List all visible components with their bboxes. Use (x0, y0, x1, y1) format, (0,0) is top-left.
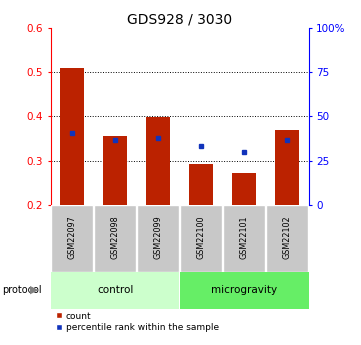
Text: GSM22097: GSM22097 (68, 215, 77, 259)
Bar (232, 173, 256, 205)
Bar (94, 205, 136, 272)
Bar (180, 272, 309, 308)
Bar (180, 205, 222, 272)
Text: GSM22100: GSM22100 (197, 215, 206, 259)
Bar (51, 205, 93, 272)
Text: control: control (97, 285, 133, 295)
Bar (189, 164, 213, 205)
Title: GDS928 / 3030: GDS928 / 3030 (127, 12, 232, 27)
Text: ▶: ▶ (30, 285, 39, 295)
Text: protocol: protocol (2, 285, 42, 295)
Legend: count, percentile rank within the sample: count, percentile rank within the sample (55, 312, 219, 332)
Bar (60, 68, 84, 205)
Text: GSM22099: GSM22099 (153, 215, 162, 259)
Bar (146, 117, 170, 205)
Bar (223, 205, 265, 272)
Bar (275, 130, 299, 205)
Bar (266, 205, 308, 272)
Text: GSM22102: GSM22102 (283, 215, 292, 259)
Bar (137, 205, 179, 272)
Bar (103, 136, 127, 205)
Text: microgravity: microgravity (211, 285, 277, 295)
Bar (51, 272, 179, 308)
Text: GSM22101: GSM22101 (240, 215, 249, 259)
Text: GSM22098: GSM22098 (110, 215, 119, 259)
